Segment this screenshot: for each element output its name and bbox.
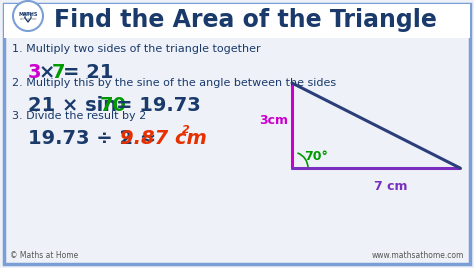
Text: 7 cm: 7 cm [374,180,408,193]
Text: 70: 70 [100,96,127,115]
Text: ×: × [39,63,55,82]
Text: 19.73 ÷ 2 ≈: 19.73 ÷ 2 ≈ [28,129,156,148]
Text: 2: 2 [182,125,190,135]
FancyBboxPatch shape [4,4,470,38]
Circle shape [13,1,43,31]
Text: 21 × sin: 21 × sin [28,96,117,115]
Text: 3cm: 3cm [259,114,288,127]
Text: at home: at home [20,17,36,21]
Text: 1. Multiply two sides of the triangle together: 1. Multiply two sides of the triangle to… [12,44,261,54]
Text: 7: 7 [52,63,65,82]
Text: = 21: = 21 [63,63,113,82]
Text: = 19.73: = 19.73 [116,96,201,115]
Text: © Maths at Home: © Maths at Home [10,251,78,260]
Text: 3. Divide the result by 2: 3. Divide the result by 2 [12,111,146,121]
Text: www.mathsathome.com: www.mathsathome.com [372,251,464,260]
Text: Find the Area of the Triangle: Find the Area of the Triangle [54,8,437,32]
FancyBboxPatch shape [4,4,470,264]
Text: MATHS: MATHS [18,12,38,17]
Text: 3: 3 [28,63,42,82]
Text: 2. Multiply this by the sine of the angle between the sides: 2. Multiply this by the sine of the angl… [12,78,336,88]
Text: 70°: 70° [304,150,328,163]
Text: 9.87 cm: 9.87 cm [120,129,207,148]
